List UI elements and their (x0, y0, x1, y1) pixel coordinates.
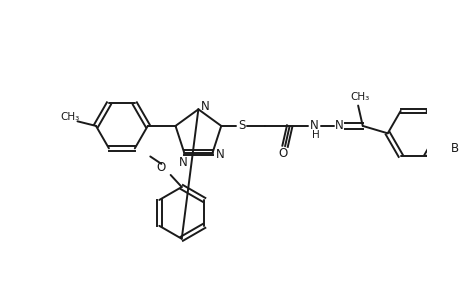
Text: CH₃: CH₃ (350, 92, 369, 102)
Text: O: O (157, 161, 166, 174)
Text: N: N (179, 156, 187, 169)
Text: CH₃: CH₃ (60, 112, 79, 122)
Text: H: H (311, 130, 319, 140)
Text: O: O (278, 147, 287, 160)
Text: S: S (237, 119, 245, 132)
Text: Br: Br (450, 142, 459, 155)
Text: N: N (200, 100, 209, 113)
Text: N: N (335, 119, 343, 132)
Text: N: N (215, 148, 224, 161)
Text: N: N (310, 119, 319, 132)
